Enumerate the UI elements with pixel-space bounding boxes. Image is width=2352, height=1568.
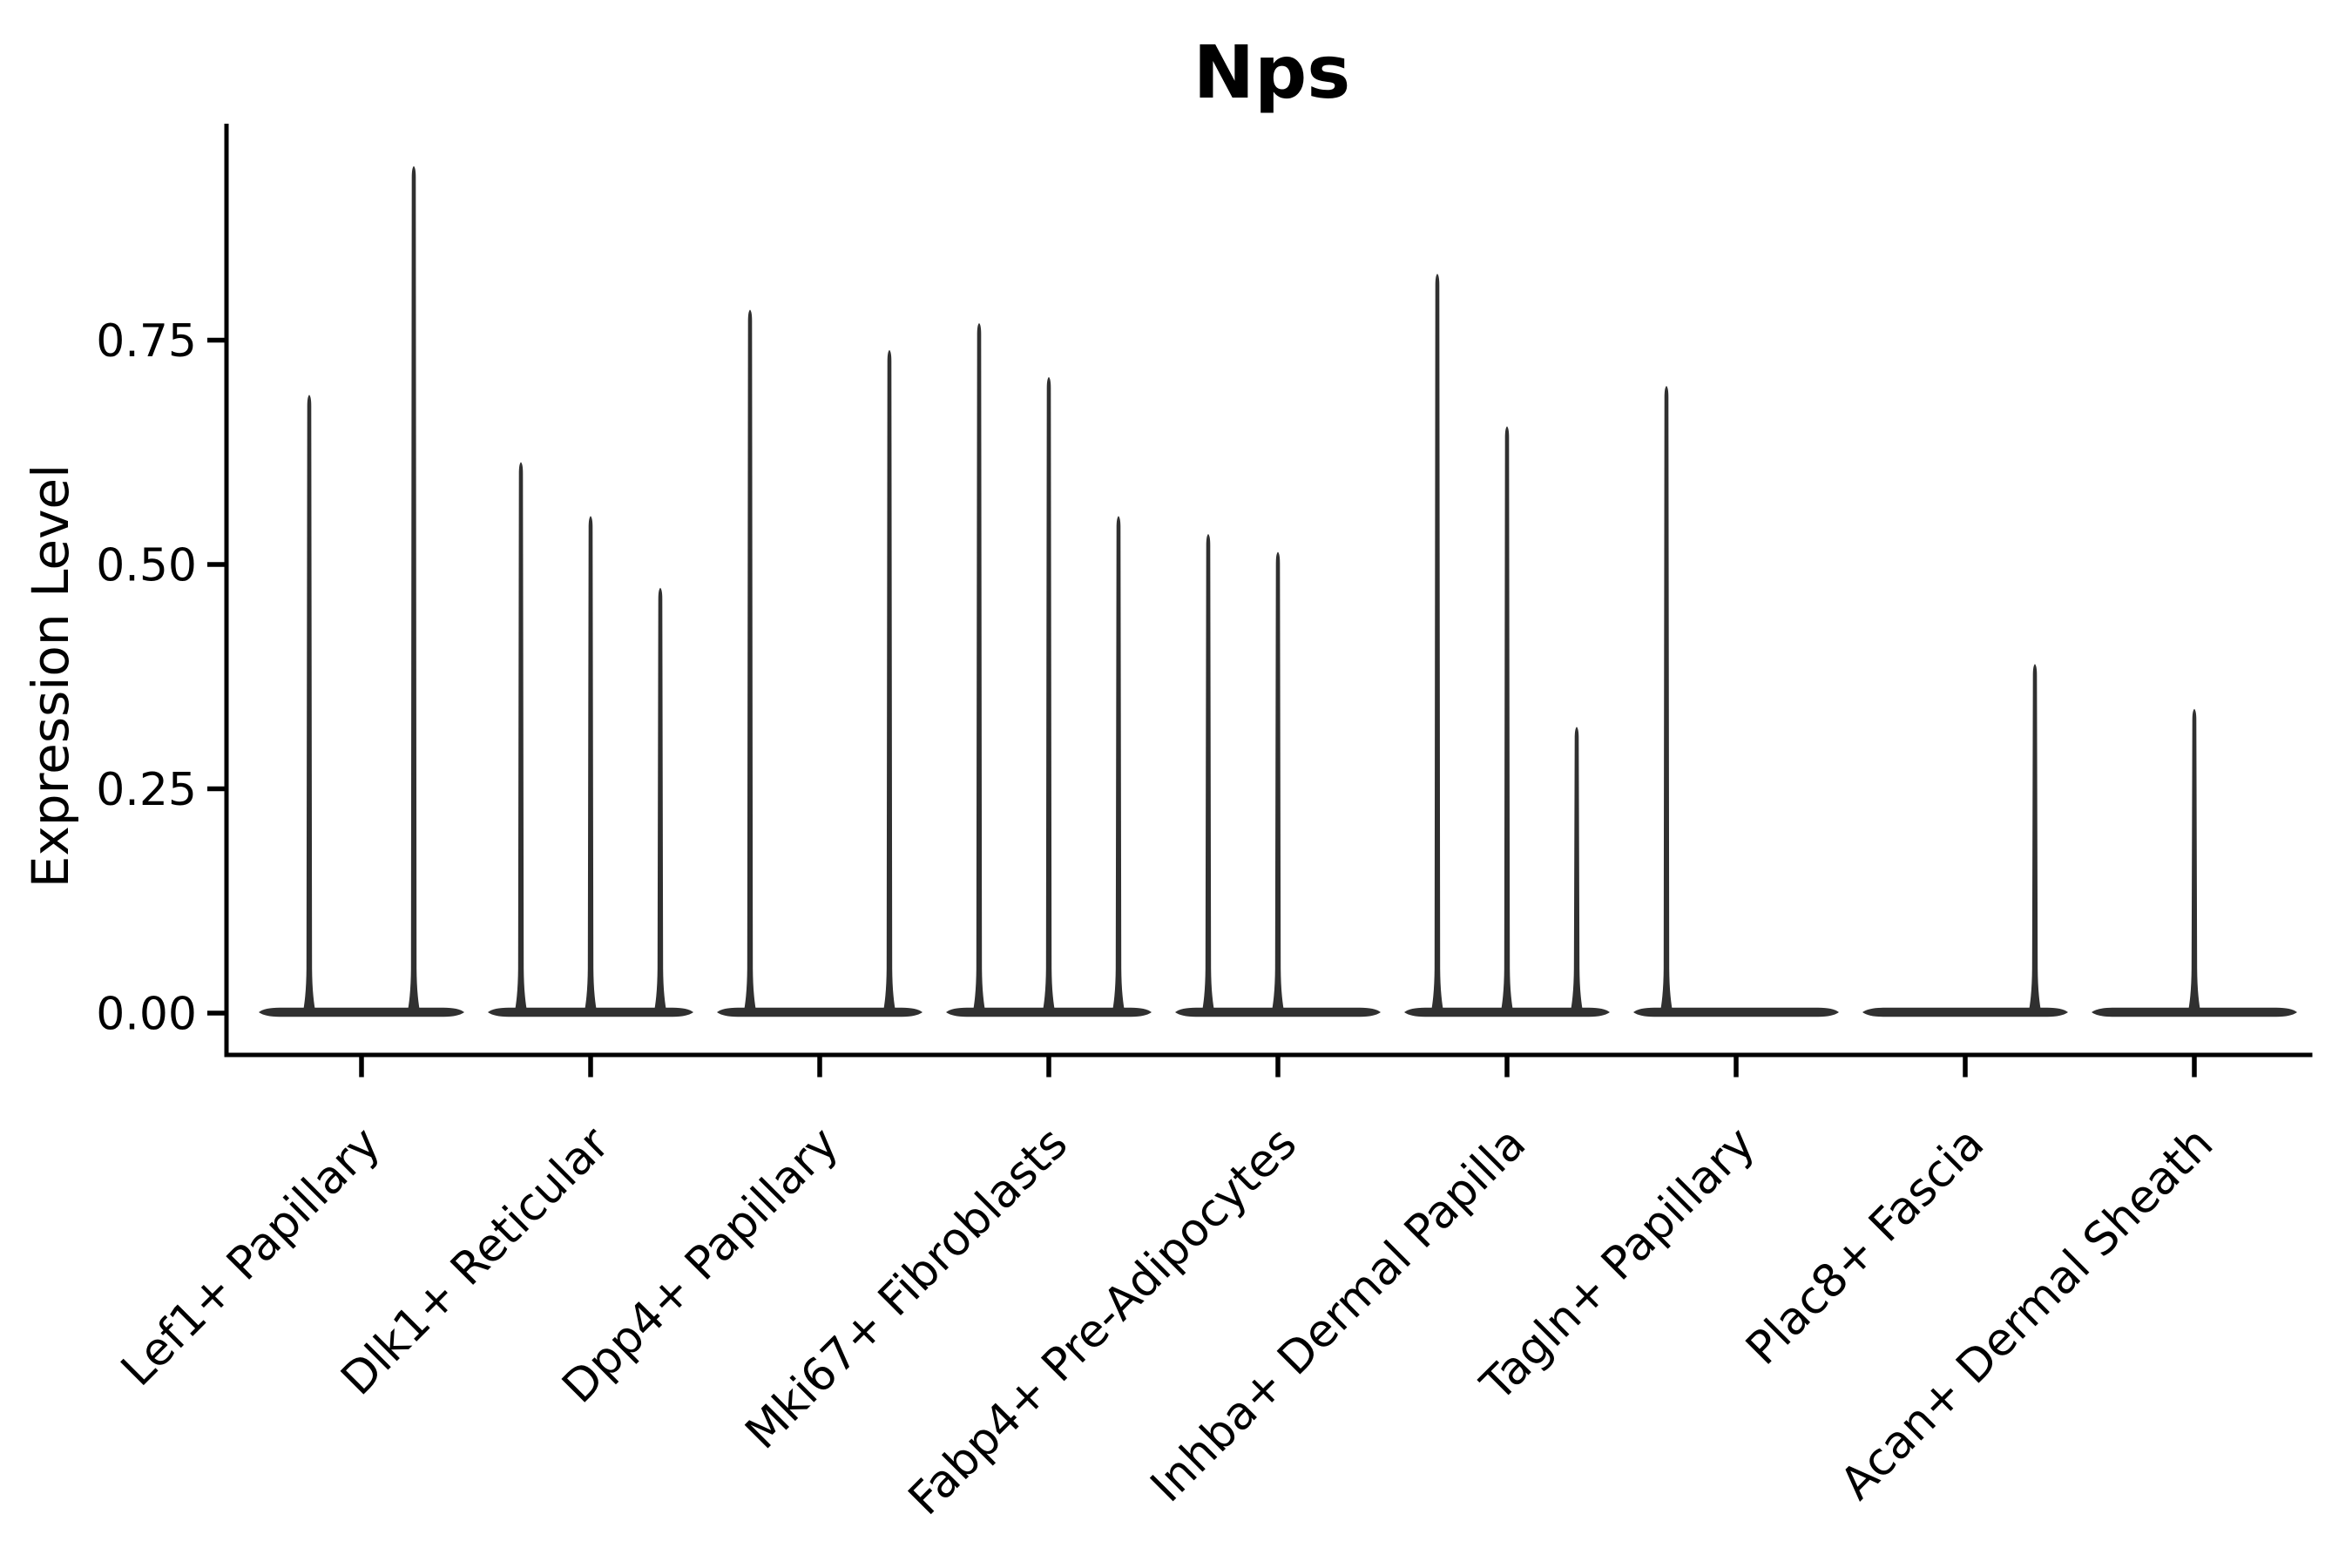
- violin-spike: [743, 309, 757, 1016]
- violin-spike: [584, 516, 598, 1016]
- x-tick-mark: [1275, 1057, 1281, 1078]
- y-axis-label: Expression Level: [21, 464, 80, 888]
- violin-spike: [1570, 727, 1584, 1016]
- violin-spike: [1201, 533, 1215, 1016]
- violin-spike: [302, 395, 316, 1016]
- x-tick-mark: [817, 1057, 822, 1078]
- x-tick-mark: [2192, 1057, 2197, 1078]
- violin-spike: [1500, 426, 1514, 1017]
- y-tick-label: 0.25: [96, 764, 197, 816]
- y-axis-spine: [224, 124, 229, 1057]
- chart-title: Nps: [1193, 30, 1350, 115]
- violin-baseline: [1862, 1007, 2068, 1017]
- violin-spike: [2187, 708, 2201, 1016]
- y-tick-mark: [207, 1010, 226, 1016]
- x-tick-mark: [359, 1057, 364, 1078]
- violins-layer: [259, 166, 2297, 1017]
- violin-spike: [1042, 376, 1056, 1016]
- x-tick-label: Inhba+ Dermal Papilla: [1141, 1118, 1536, 1512]
- x-tick-mark: [1504, 1057, 1510, 1078]
- x-axis-spine: [224, 1052, 2313, 1058]
- y-tick-mark: [207, 337, 226, 343]
- violin-spike: [1271, 551, 1285, 1016]
- violin-baseline: [259, 1007, 464, 1017]
- y-tick-label: 0.50: [96, 540, 197, 592]
- x-tick-label: Fabp4+ Pre-Adipocytes: [899, 1118, 1307, 1525]
- violin-spike: [972, 322, 986, 1016]
- y-tick-label: 0.00: [96, 989, 197, 1041]
- x-tick-label: Plac8+ Fascia: [1736, 1118, 1994, 1375]
- violin-spike: [1430, 274, 1444, 1016]
- y-tick-mark: [207, 786, 226, 792]
- x-tick-mark: [1734, 1057, 1739, 1078]
- violin-spike: [407, 166, 421, 1016]
- x-tick-label: Acan+ Dermal Sheath: [1831, 1118, 2224, 1511]
- violin-spike: [653, 587, 667, 1016]
- y-axis-ticks: 0.00 0.25 0.50 0.75: [96, 315, 226, 1041]
- x-tick-mark: [588, 1057, 593, 1078]
- violin-baseline: [1633, 1007, 1839, 1017]
- violin-spike: [1112, 516, 1125, 1016]
- violin-spike: [514, 462, 528, 1016]
- violin-spike: [1659, 386, 1673, 1016]
- x-tick-mark: [1963, 1057, 1968, 1078]
- x-tick-mark: [1046, 1057, 1051, 1078]
- y-tick-mark: [207, 562, 226, 567]
- violin-spike: [2028, 664, 2042, 1016]
- violin-baseline: [717, 1007, 923, 1017]
- violin-spike: [882, 349, 896, 1016]
- y-tick-label: 0.75: [96, 315, 197, 368]
